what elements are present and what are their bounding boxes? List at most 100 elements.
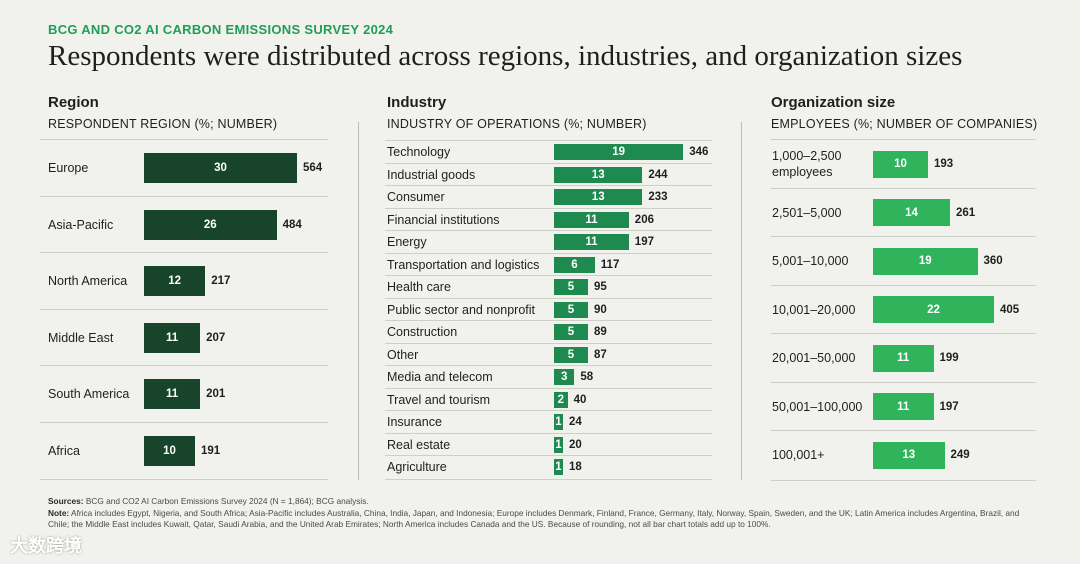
- org-count-label: 193: [934, 158, 954, 171]
- industry-count-label: 244: [648, 168, 668, 181]
- org-category-label: 20,001–50,000: [772, 351, 856, 366]
- org-title: Organization size: [771, 94, 896, 111]
- industry-category-label: Financial institutions: [387, 212, 500, 227]
- industry-category-label: Energy: [387, 235, 427, 250]
- sources-label: Sources:: [48, 496, 84, 506]
- org-subtitle: EMPLOYEES (%; NUMBER OF COMPANIES): [771, 117, 1038, 131]
- industry-category-label: Real estate: [387, 437, 451, 452]
- region-count-label: 201: [206, 388, 226, 401]
- industry-rows: Technology 19 346 Industrial goods 13 244 Cons…: [385, 140, 712, 480]
- industry-row: Financial institutions 11 206: [385, 207, 712, 232]
- industry-category-label: Health care: [387, 280, 451, 295]
- org-panel: Organization size EMPLOYEES (%; NUMBER O…: [771, 93, 1038, 481]
- industry-row: Energy 11 197: [385, 230, 712, 254]
- org-bar: 19: [873, 247, 978, 275]
- region-subtitle: RESPONDENT REGION (%; NUMBER): [48, 117, 278, 131]
- region-bar-percent-label: 10: [163, 444, 176, 457]
- industry-bar: 5: [554, 346, 588, 363]
- industry-bar: 13: [554, 166, 643, 183]
- industry-subtitle: INDUSTRY OF OPERATIONS (%; NUMBER): [387, 117, 647, 131]
- region-bar: 11: [144, 379, 201, 410]
- industry-row: Technology 19 346: [385, 140, 712, 164]
- industry-bar: 5: [554, 324, 588, 341]
- industry-category-label: Industrial goods: [387, 167, 476, 182]
- region-bar-percent-label: 12: [168, 275, 181, 288]
- industry-count-label: 18: [569, 461, 582, 474]
- industry-bar: 3: [554, 369, 575, 386]
- industry-category-label: Agriculture: [387, 460, 447, 475]
- industry-bar: 1: [554, 414, 563, 431]
- industry-row: Agriculture 1 18: [385, 455, 712, 480]
- industry-bar-percent-label: 11: [585, 236, 598, 249]
- org-row: 20,001–50,000 11 199: [771, 333, 1036, 383]
- org-count-label: 199: [939, 352, 959, 365]
- industry-category-label: Media and telecom: [387, 370, 493, 385]
- region-bar-percent-label: 11: [165, 388, 179, 401]
- org-row: 2,501–5,000 14 261: [771, 187, 1036, 238]
- note-label: Note:: [48, 507, 70, 518]
- org-row: 10,001–20,000 22 405: [771, 284, 1036, 335]
- industry-count-label: 346: [689, 146, 709, 159]
- org-category-label: 1,000–2,500 employees: [772, 149, 842, 180]
- industry-count-label: 206: [634, 213, 654, 226]
- industry-row: Other 5 87: [385, 342, 712, 367]
- industry-title: Industry: [387, 94, 447, 111]
- industry-count-label: 87: [594, 348, 607, 361]
- org-bar-percent-label: 14: [905, 206, 918, 219]
- industry-bar-percent-label: 5: [567, 326, 575, 339]
- region-row: North America 12 217: [40, 252, 328, 310]
- industry-bar: 5: [554, 301, 588, 318]
- sources-text: BCG and CO2 AI Carbon Emissions Survey 2…: [83, 496, 369, 506]
- org-bar: 11: [873, 393, 934, 421]
- industry-bar: 5: [554, 279, 588, 296]
- industry-row: Construction 5 89: [385, 320, 712, 344]
- industry-count-label: 233: [648, 191, 668, 204]
- industry-row: Media and telecom 3 58: [385, 365, 712, 389]
- industry-panel: Industry INDUSTRY OF OPERATIONS (%; NUMB…: [385, 93, 712, 480]
- industry-bar-percent-label: 1: [555, 416, 562, 429]
- industry-count-label: 89: [594, 326, 607, 339]
- industry-row: Consumer 13 233: [385, 185, 712, 209]
- industry-count-label: 24: [569, 416, 582, 429]
- industry-bar-percent-label: 19: [612, 146, 625, 159]
- region-category-label: South America: [48, 387, 130, 402]
- industry-category-label: Consumer: [387, 190, 445, 205]
- org-bar: 22: [873, 296, 994, 324]
- region-title: Region: [48, 94, 99, 111]
- region-category-label: North America: [48, 274, 128, 289]
- industry-row: Health care 5 95: [385, 275, 712, 299]
- region-category-label: Europe: [48, 161, 89, 176]
- industry-row: Public sector and nonprofit 5 90: [385, 297, 712, 322]
- region-bar: 11: [144, 322, 201, 353]
- watermark: 大数跨境: [10, 536, 82, 556]
- org-row: 50,001–100,000 11 197: [771, 381, 1036, 432]
- industry-bar-percent-label: 5: [567, 348, 575, 361]
- region-bar: 12: [144, 266, 206, 297]
- org-category-label: 10,001–20,000: [772, 302, 856, 317]
- region-bar: 10: [144, 435, 195, 466]
- org-bar-percent-label: 22: [927, 303, 940, 316]
- sources-line: Sources: BCG and CO2 AI Carbon Emissions…: [48, 496, 1028, 508]
- region-row: Africa 10 191: [40, 421, 328, 480]
- industry-bar: 11: [554, 211, 629, 228]
- region-count-label: 191: [201, 444, 221, 457]
- industry-category-label: Transportation and logistics: [387, 257, 540, 272]
- industry-count-label: 197: [634, 236, 654, 249]
- org-bar: 11: [873, 344, 934, 372]
- note-text: Africa includes Egypt, Nigeria, and Sout…: [48, 507, 1020, 530]
- divider-1: [358, 122, 359, 480]
- industry-category-label: Technology: [387, 145, 451, 160]
- org-count-label: 197: [939, 400, 959, 413]
- region-row: Asia-Pacific 26 484: [40, 195, 328, 254]
- page-title: Respondents were distributed across regi…: [48, 40, 963, 72]
- region-bar-percent-label: 26: [203, 218, 217, 231]
- org-bar-percent-label: 19: [918, 255, 932, 268]
- industry-bar: 19: [554, 144, 684, 161]
- org-row: 5,001–10,000 19 360: [771, 236, 1036, 286]
- industry-bar: 6: [554, 256, 595, 273]
- org-count-label: 360: [983, 255, 1003, 268]
- region-row: Middle East 11 207: [40, 308, 328, 367]
- org-count-label: 249: [950, 449, 970, 462]
- org-category-label: 2,501–5,000: [772, 205, 842, 220]
- org-bar-percent-label: 11: [897, 352, 910, 365]
